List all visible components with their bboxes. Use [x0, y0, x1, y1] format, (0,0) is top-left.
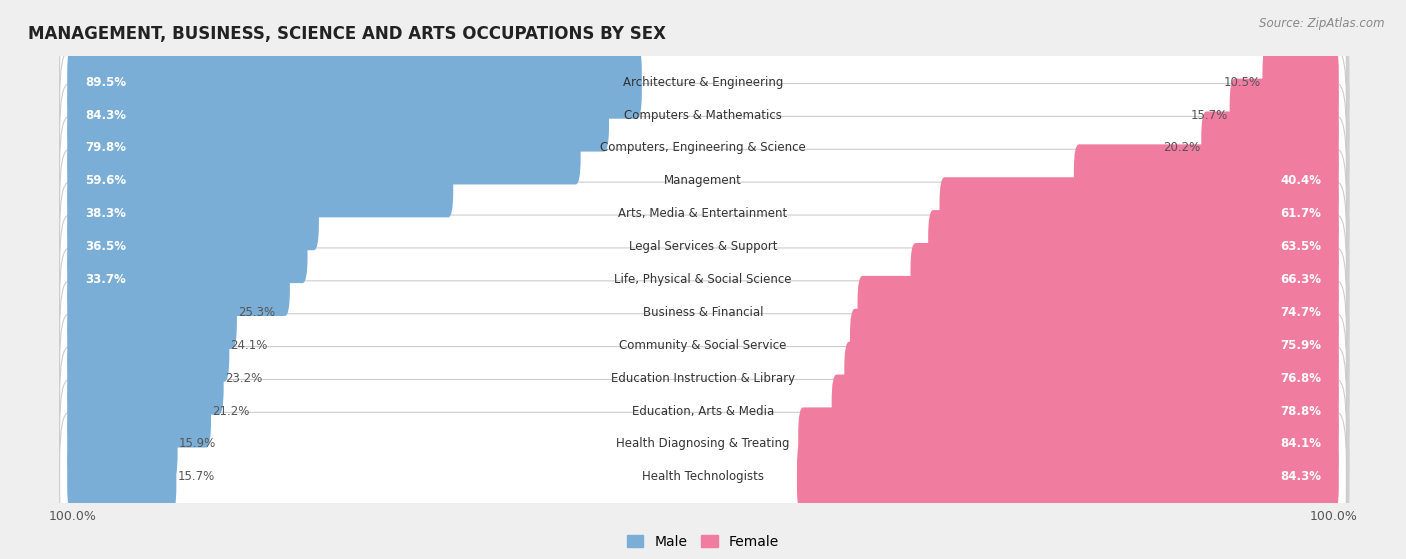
Text: 21.2%: 21.2%	[212, 405, 250, 418]
Text: 76.8%: 76.8%	[1279, 372, 1322, 385]
FancyBboxPatch shape	[67, 342, 224, 415]
FancyBboxPatch shape	[67, 46, 641, 119]
Text: 79.8%: 79.8%	[84, 141, 127, 154]
Text: 78.8%: 78.8%	[1279, 405, 1322, 418]
FancyBboxPatch shape	[1263, 46, 1339, 119]
FancyBboxPatch shape	[911, 243, 1339, 316]
Text: 63.5%: 63.5%	[1279, 240, 1322, 253]
FancyBboxPatch shape	[59, 216, 1350, 344]
Text: 33.7%: 33.7%	[84, 273, 125, 286]
Text: 40.4%: 40.4%	[1279, 174, 1322, 187]
Text: 15.7%: 15.7%	[177, 470, 215, 484]
Text: Life, Physical & Social Science: Life, Physical & Social Science	[614, 273, 792, 286]
FancyBboxPatch shape	[59, 183, 1350, 312]
Text: 36.5%: 36.5%	[84, 240, 127, 253]
FancyBboxPatch shape	[67, 408, 177, 480]
FancyBboxPatch shape	[67, 375, 211, 448]
FancyBboxPatch shape	[59, 380, 1347, 508]
FancyBboxPatch shape	[844, 342, 1339, 415]
FancyBboxPatch shape	[67, 79, 609, 151]
FancyBboxPatch shape	[67, 276, 236, 349]
Text: 20.2%: 20.2%	[1163, 141, 1199, 154]
Text: Management: Management	[664, 174, 742, 187]
FancyBboxPatch shape	[59, 314, 1350, 443]
Text: Computers, Engineering & Science: Computers, Engineering & Science	[600, 141, 806, 154]
FancyBboxPatch shape	[59, 51, 1347, 179]
Text: 15.9%: 15.9%	[179, 437, 217, 451]
FancyBboxPatch shape	[59, 215, 1347, 344]
FancyBboxPatch shape	[1201, 111, 1339, 184]
FancyBboxPatch shape	[59, 281, 1347, 410]
FancyBboxPatch shape	[59, 380, 1350, 509]
Text: Legal Services & Support: Legal Services & Support	[628, 240, 778, 253]
FancyBboxPatch shape	[797, 440, 1339, 513]
FancyBboxPatch shape	[59, 347, 1350, 476]
FancyBboxPatch shape	[59, 149, 1347, 278]
FancyBboxPatch shape	[67, 111, 581, 184]
FancyBboxPatch shape	[67, 210, 308, 283]
Text: Business & Financial: Business & Financial	[643, 306, 763, 319]
FancyBboxPatch shape	[59, 347, 1347, 476]
Text: 10.5%: 10.5%	[1225, 75, 1261, 89]
Text: 74.7%: 74.7%	[1281, 306, 1322, 319]
FancyBboxPatch shape	[59, 116, 1347, 245]
Text: 75.9%: 75.9%	[1279, 339, 1322, 352]
FancyBboxPatch shape	[59, 182, 1347, 311]
Text: 84.3%: 84.3%	[84, 108, 127, 122]
FancyBboxPatch shape	[67, 144, 453, 217]
Text: MANAGEMENT, BUSINESS, SCIENCE AND ARTS OCCUPATIONS BY SEX: MANAGEMENT, BUSINESS, SCIENCE AND ARTS O…	[28, 25, 666, 43]
Text: Architecture & Engineering: Architecture & Engineering	[623, 75, 783, 89]
Text: 84.3%: 84.3%	[1279, 470, 1322, 484]
FancyBboxPatch shape	[59, 282, 1350, 410]
FancyBboxPatch shape	[67, 177, 319, 250]
Text: 84.1%: 84.1%	[1279, 437, 1322, 451]
FancyBboxPatch shape	[59, 248, 1347, 377]
FancyBboxPatch shape	[59, 84, 1350, 213]
FancyBboxPatch shape	[59, 249, 1350, 377]
FancyBboxPatch shape	[59, 83, 1347, 212]
FancyBboxPatch shape	[1230, 79, 1339, 151]
Text: Health Technologists: Health Technologists	[643, 470, 763, 484]
Text: 24.1%: 24.1%	[231, 339, 269, 352]
FancyBboxPatch shape	[59, 413, 1350, 542]
Text: 59.6%: 59.6%	[84, 174, 127, 187]
FancyBboxPatch shape	[939, 177, 1339, 250]
Text: 15.7%: 15.7%	[1191, 108, 1229, 122]
Text: 25.3%: 25.3%	[238, 306, 276, 319]
Text: Source: ZipAtlas.com: Source: ZipAtlas.com	[1260, 17, 1385, 30]
FancyBboxPatch shape	[59, 314, 1347, 443]
Text: Computers & Mathematics: Computers & Mathematics	[624, 108, 782, 122]
Text: Education, Arts & Media: Education, Arts & Media	[631, 405, 775, 418]
Text: 61.7%: 61.7%	[1281, 207, 1322, 220]
Text: Community & Social Service: Community & Social Service	[619, 339, 787, 352]
FancyBboxPatch shape	[59, 150, 1350, 279]
FancyBboxPatch shape	[59, 18, 1347, 146]
Text: 89.5%: 89.5%	[84, 75, 127, 89]
Text: 23.2%: 23.2%	[225, 372, 262, 385]
FancyBboxPatch shape	[59, 117, 1350, 246]
FancyBboxPatch shape	[928, 210, 1339, 283]
Text: Arts, Media & Entertainment: Arts, Media & Entertainment	[619, 207, 787, 220]
Text: Education Instruction & Library: Education Instruction & Library	[612, 372, 794, 385]
FancyBboxPatch shape	[1074, 144, 1339, 217]
FancyBboxPatch shape	[59, 18, 1350, 148]
FancyBboxPatch shape	[59, 51, 1350, 180]
FancyBboxPatch shape	[858, 276, 1339, 349]
Text: 66.3%: 66.3%	[1279, 273, 1322, 286]
FancyBboxPatch shape	[832, 375, 1339, 448]
Legend: Male, Female: Male, Female	[621, 529, 785, 555]
Text: Health Diagnosing & Treating: Health Diagnosing & Treating	[616, 437, 790, 451]
FancyBboxPatch shape	[851, 309, 1339, 382]
FancyBboxPatch shape	[59, 413, 1347, 541]
FancyBboxPatch shape	[67, 243, 290, 316]
FancyBboxPatch shape	[67, 440, 176, 513]
Text: 38.3%: 38.3%	[84, 207, 125, 220]
FancyBboxPatch shape	[799, 408, 1339, 480]
FancyBboxPatch shape	[67, 309, 229, 382]
